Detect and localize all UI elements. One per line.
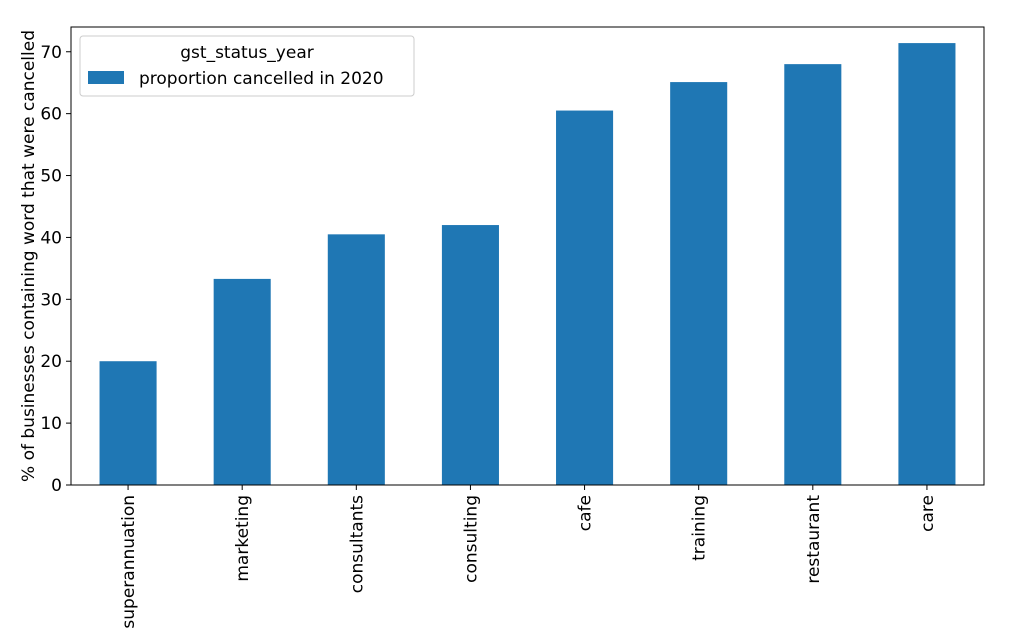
x-tick-label: care <box>918 495 938 532</box>
bar-cafe <box>556 110 614 486</box>
x-tick-label: consulting <box>461 495 481 583</box>
bar-restaurant <box>784 64 842 485</box>
x-tick-label: training <box>690 495 710 561</box>
y-tick-label: 0 <box>51 476 62 496</box>
legend-frame <box>79 35 415 97</box>
bar-care <box>898 43 956 486</box>
bars-group <box>99 43 956 486</box>
plot-frame <box>70 26 985 486</box>
bar-consulting <box>441 225 499 485</box>
legend-title: gst_status_year <box>180 43 313 63</box>
x-tick-label: superannuation <box>119 495 139 629</box>
bar-consultants <box>327 234 385 485</box>
bar-training <box>670 82 728 485</box>
bar-marketing <box>213 278 271 485</box>
y-axis-ticks: 0 10 20 30 40 50 60 70 <box>40 43 71 496</box>
y-tick-label: 40 <box>40 228 62 248</box>
y-tick-label: 10 <box>40 414 62 434</box>
x-tick-label: cafe <box>576 495 596 531</box>
legend-entry-label: proportion cancelled in 2020 <box>139 69 384 89</box>
x-tick-label: marketing <box>233 495 253 582</box>
x-axis-ticks: superannuation marketing consultants consul… <box>119 485 938 629</box>
bar-superannuation <box>99 361 157 485</box>
legend-swatch <box>88 71 124 84</box>
y-tick-label: 30 <box>40 290 62 310</box>
x-tick-label: consultants <box>347 495 367 593</box>
y-tick-label: 60 <box>40 105 62 125</box>
y-axis-label: % of businesses containing word that wer… <box>19 30 39 482</box>
y-tick-label: 50 <box>40 167 62 187</box>
legend: gst_status_year proportion cancelled in … <box>79 35 415 97</box>
y-tick-label: 20 <box>40 352 62 372</box>
y-tick-label: 70 <box>40 43 62 63</box>
x-tick-label: restaurant <box>804 495 824 584</box>
